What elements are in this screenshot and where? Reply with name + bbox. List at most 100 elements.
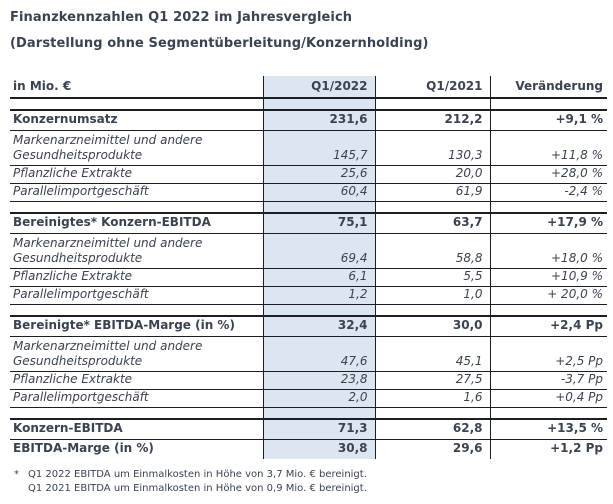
cell-change: +13,5 % bbox=[489, 418, 607, 440]
col-header-q1-2022: Q1/2022 bbox=[262, 76, 376, 99]
cell-q1-2022 bbox=[262, 304, 376, 316]
cell-q1-2022 bbox=[262, 407, 376, 419]
cell-change: +11,8 % bbox=[489, 130, 607, 166]
cell-q1-2021 bbox=[375, 407, 490, 419]
spacer-row bbox=[10, 407, 607, 419]
row-label: Markenarzneimittel und andere Gesundheit… bbox=[10, 233, 263, 269]
table-header-row: in Mio. € Q1/2022 Q1/2021 Veränderung bbox=[10, 76, 607, 99]
cell-q1-2021: 30,0 bbox=[375, 315, 490, 337]
cell-change bbox=[489, 304, 607, 316]
table-row: Konzernumsatz 231,6 212,2 +9,1 % bbox=[10, 109, 607, 131]
cell-q1-2021: 212,2 bbox=[375, 109, 490, 131]
row-label: Markenarzneimittel und andere Gesundheit… bbox=[10, 336, 263, 372]
row-label: Konzernumsatz bbox=[10, 109, 263, 131]
cell-q1-2021: 1,0 bbox=[375, 286, 490, 305]
cell-q1-2022 bbox=[262, 201, 376, 213]
cell-q1-2021: 62,8 bbox=[375, 418, 490, 440]
table-row: Pflanzliche Extrakte 6,1 5,5 +10,9 % bbox=[10, 268, 607, 287]
col-header-change: Veränderung bbox=[489, 76, 607, 99]
cell-q1-2022: 231,6 bbox=[262, 109, 376, 131]
spacer-row bbox=[10, 304, 607, 316]
table-row: Pflanzliche Extrakte 25,6 20,0 +28,0 % bbox=[10, 165, 607, 184]
cell-q1-2022: 71,3 bbox=[262, 418, 376, 440]
table-row: Parallelimportgeschäft 2,0 1,6 +0,4 Pp bbox=[10, 389, 607, 408]
row-label: Parallelimportgeschäft bbox=[10, 183, 263, 202]
cell-change: +9,1 % bbox=[489, 109, 607, 131]
cell-q1-2022: 60,4 bbox=[262, 183, 376, 202]
cell-q1-2022: 2,0 bbox=[262, 389, 376, 408]
cell-q1-2022 bbox=[262, 98, 376, 110]
table-row: Markenarzneimittel und andere Gesundheit… bbox=[10, 233, 607, 269]
spacer-row bbox=[10, 201, 607, 213]
cell-change: +17,9 % bbox=[489, 212, 607, 234]
page-title: Finanzkennzahlen Q1 2022 im Jahresvergle… bbox=[10, 10, 353, 25]
cell-q1-2022: 145,7 bbox=[262, 130, 376, 166]
row-label: Parallelimportgeschäft bbox=[10, 286, 263, 305]
row-label: Pflanzliche Extrakte bbox=[10, 371, 263, 390]
col-header-q1-2021: Q1/2021 bbox=[375, 76, 490, 99]
cell-change: -2,4 % bbox=[489, 183, 607, 202]
page-subtitle: (Darstellung ohne Segmentüberleitung/Kon… bbox=[10, 36, 429, 51]
financial-table: in Mio. € Q1/2022 Q1/2021 Veränderung Ko… bbox=[10, 76, 607, 459]
row-label: Markenarzneimittel und andere Gesundheit… bbox=[10, 130, 263, 166]
cell-q1-2021: 29,6 bbox=[452, 441, 483, 455]
row-label: Parallelimportgeschäft bbox=[10, 389, 263, 408]
cell-q1-2021 bbox=[375, 98, 490, 110]
table-row: Bereinigtes* Konzern-EBITDA 75,1 63,7 +17,9… bbox=[10, 212, 607, 234]
cell-change: + 20,0 % bbox=[489, 286, 607, 305]
table-row: Parallelimportgeschäft 1,2 1,0 + 20,0 % bbox=[10, 286, 607, 305]
cell-change: +1,2 Pp bbox=[489, 439, 607, 459]
cell-q1-2021 bbox=[375, 304, 490, 316]
table-body: Konzernumsatz 231,6 212,2 +9,1 % Markenarzne… bbox=[10, 98, 607, 459]
row-label bbox=[10, 201, 263, 213]
footnote-line-2: Q1 2021 EBITDA um Einmalkosten in Höhe v… bbox=[28, 483, 367, 494]
cell-change bbox=[489, 98, 607, 110]
cell-change: +2,5 Pp bbox=[489, 336, 607, 372]
cell-q1-2022: 47,6 bbox=[262, 336, 376, 372]
cell-q1-2022: 25,6 bbox=[262, 165, 376, 184]
row-label bbox=[10, 304, 263, 316]
cell-q1-2021: 27,5 bbox=[375, 371, 490, 390]
cell-q1-2021: 63,7 bbox=[375, 212, 490, 234]
row-label bbox=[10, 407, 263, 419]
cell-q1-2022: 6,1 bbox=[262, 268, 376, 287]
footnote-marker: * bbox=[14, 469, 19, 480]
cell-change: +10,9 % bbox=[489, 268, 607, 287]
cell-q1-2021: 130,3 bbox=[375, 130, 490, 166]
cell-change bbox=[489, 201, 607, 213]
cell-q1-2021: 1,6 bbox=[375, 389, 490, 408]
cell-change: -3,7 Pp bbox=[489, 371, 607, 390]
cell-change: +2,4 Pp bbox=[489, 315, 607, 337]
row-label: Bereinigte* EBITDA-Marge (in %) bbox=[10, 315, 263, 337]
row-label: Bereinigtes* Konzern-EBITDA bbox=[10, 212, 263, 234]
cell-q1-2022: 23,8 bbox=[262, 371, 376, 390]
table-row: Pflanzliche Extrakte 23,8 27,5 -3,7 Pp bbox=[10, 371, 607, 390]
cell-q1-2022: 32,4 bbox=[262, 315, 376, 337]
cell-change: +18,0 % bbox=[489, 233, 607, 269]
cell-q1-2021: 61,9 bbox=[375, 183, 490, 202]
cell-q1-2021: 45,1 bbox=[375, 336, 490, 372]
cell-q1-2021: 58,8 bbox=[375, 233, 490, 269]
footnote: * Q1 2022 EBITDA um Einmalkosten in Höhe… bbox=[14, 468, 607, 496]
footnote-lines: Q1 2022 EBITDA um Einmalkosten in Höhe v… bbox=[28, 468, 367, 496]
table-row: EBITDA-Marge (in %) 30,8 29,6 +1,2 Pp bbox=[10, 439, 607, 459]
row-label: Pflanzliche Extrakte bbox=[10, 268, 263, 287]
footnote-line-1: Q1 2022 EBITDA um Einmalkosten in Höhe v… bbox=[28, 469, 367, 480]
cell-change bbox=[489, 407, 607, 419]
table-row: Bereinigte* EBITDA-Marge (in %) 32,4 30,0 +… bbox=[10, 315, 607, 337]
cell-q1-2022: 69,4 bbox=[262, 233, 376, 269]
cell-q1-2022: 1,2 bbox=[262, 286, 376, 305]
cell-q1-2021: 20,0 bbox=[375, 165, 490, 184]
row-label: Pflanzliche Extrakte bbox=[10, 165, 263, 184]
row-label bbox=[10, 98, 263, 110]
table-row: Parallelimportgeschäft 60,4 61,9 -2,4 % bbox=[10, 183, 607, 202]
cell-q1-2022: 30,8 bbox=[262, 439, 376, 459]
cell-change: +0,4 Pp bbox=[489, 389, 607, 408]
row-label: EBITDA-Marge (in %) bbox=[13, 441, 154, 455]
cell-change: +28,0 % bbox=[489, 165, 607, 184]
table-row: Markenarzneimittel und andere Gesundheit… bbox=[10, 336, 607, 372]
cell-q1-2021 bbox=[375, 201, 490, 213]
row-label: Konzern-EBITDA bbox=[10, 418, 263, 440]
col-header-unit: in Mio. € bbox=[10, 76, 263, 99]
